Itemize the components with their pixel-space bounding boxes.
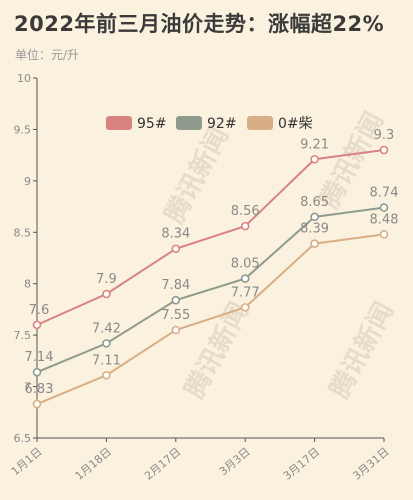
data-point <box>379 203 389 212</box>
data-label: 7.55 <box>161 308 190 323</box>
y-tick-label: 6.5 <box>14 432 32 445</box>
data-label: 8.05 <box>231 257 260 272</box>
y-tick-label: 9 <box>24 175 31 188</box>
data-label: 7.84 <box>161 278 190 293</box>
series-line <box>36 206 385 374</box>
series-line <box>36 149 385 326</box>
data-point <box>240 221 250 231</box>
data-label: 7.11 <box>92 353 121 368</box>
data-point <box>240 274 250 283</box>
data-label: 8.65 <box>300 195 329 210</box>
data-point <box>310 154 319 164</box>
y-tick-label: 8 <box>24 278 31 291</box>
data-label: 8.48 <box>370 212 399 227</box>
data-label: 7.9 <box>96 272 117 287</box>
legend: 95# 92# 0#柴 <box>106 116 313 132</box>
data-point <box>102 289 111 299</box>
chart-title: 2022年前三月油价走势：涨幅超22% <box>14 12 385 36</box>
y-tick-label: 10 <box>17 72 31 85</box>
legend-swatch <box>176 116 202 130</box>
x-tick-label: 1月1日 <box>9 445 45 478</box>
x-tick-label: 1月18日 <box>73 445 114 483</box>
watermark-1: 腾讯新闻 <box>159 122 235 228</box>
data-point <box>240 303 250 312</box>
data-point <box>310 239 319 248</box>
data-point <box>379 145 389 155</box>
data-label: 9.21 <box>300 137 329 152</box>
data-point <box>102 339 111 348</box>
data-label: 7.42 <box>92 321 121 336</box>
axes: 6.5 7 7.5 8 8.5 9 9.5 10 1月1日 1月18日 2月17日 3月3日 3月17日… <box>9 72 392 483</box>
legend-swatch <box>247 116 273 130</box>
y-tick-label: 7.5 <box>14 329 32 342</box>
y-tick-label: 9.5 <box>14 123 32 136</box>
watermarks: 腾讯新闻 腾讯新闻 腾讯新闻 腾讯新闻 <box>159 107 400 403</box>
legend-label: 0#柴 <box>278 116 313 132</box>
data-label: 8.39 <box>300 222 329 237</box>
data-point <box>171 325 181 335</box>
data-label: 6.83 <box>25 382 54 397</box>
legend-label: 95# <box>137 116 167 132</box>
data-point <box>32 399 42 409</box>
data-label: 7.77 <box>231 285 260 300</box>
legend-swatch <box>106 116 132 130</box>
plot-area: 7.6 7.9 8.34 8.56 9.21 9.3 7.14 7.42 7.84 8.05 8.6… <box>25 128 399 409</box>
x-tick-label: 3月31日 <box>350 445 391 483</box>
data-label: 8.74 <box>370 186 399 201</box>
watermark-4: 腾讯新闻 <box>324 297 400 403</box>
data-label: 7.14 <box>25 350 54 365</box>
y-tick-label: 7 <box>24 381 31 394</box>
legend-label: 92# <box>207 116 237 132</box>
unit-label: 单位：元/升 <box>15 48 80 62</box>
data-point <box>32 367 42 377</box>
data-label: 7.6 <box>29 303 50 318</box>
data-label: 9.3 <box>374 128 395 143</box>
data-point <box>32 320 42 330</box>
data-label: 8.56 <box>231 204 260 219</box>
series-line <box>36 233 385 405</box>
x-tick-label: 3月3日 <box>217 445 253 478</box>
data-point <box>171 295 181 305</box>
data-point <box>171 244 181 254</box>
x-tick-label: 2月17日 <box>142 445 183 483</box>
x-tick-label: 3月17日 <box>281 445 322 483</box>
data-point <box>310 212 319 222</box>
data-label: 8.34 <box>161 227 190 242</box>
data-point <box>102 370 111 380</box>
y-tick-label: 8.5 <box>14 226 32 239</box>
data-point <box>379 230 389 239</box>
